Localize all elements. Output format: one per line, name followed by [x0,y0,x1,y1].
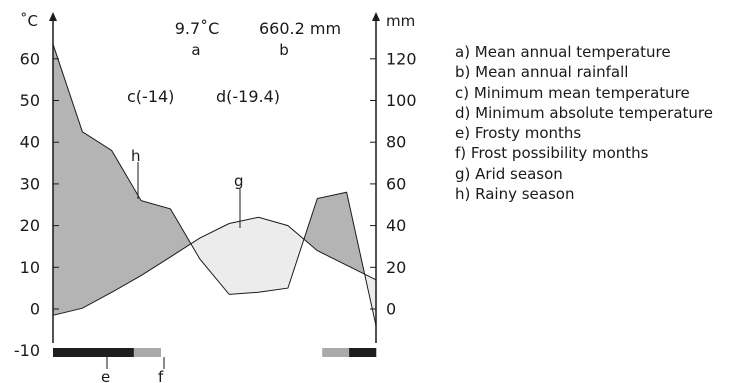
frost-bar-month [322,348,350,357]
right-tick-label: 60 [386,174,406,193]
annotation-e: e [101,368,110,383]
legend-item-e: e) Frosty months [455,124,582,143]
right-axis-ticks: 120 100 80 60 40 20 0 [370,49,417,319]
annotation-b-letter: b [279,41,289,59]
annotation-a-value: 9.7˚C [175,19,220,38]
legend-item-d: d) Minimum absolute temperature [455,103,713,122]
legend-item-f: f) Frost possibility months [455,144,649,163]
left-axis-unit: ˚C [20,12,38,30]
left-tick-label: 50 [20,91,40,110]
legend: a) Mean annual temperature b) Mean annua… [455,42,713,204]
legend-item-b: b) Mean annual rainfall [455,63,629,82]
legend-item-c: c) Minimum mean temperature [455,83,690,102]
left-axis-ticks: 60 50 40 30 20 10 0 -10 [14,49,59,360]
arid-season-area [190,217,304,295]
right-tick-label: 100 [386,91,417,110]
legend-item-g: g) Arid season [455,164,563,183]
right-tick-label: 120 [386,49,417,68]
legend-item-a: a) Mean annual temperature [455,43,671,61]
left-axis-arrow [49,12,57,21]
left-tick-label: -10 [14,341,40,360]
frost-bar-month [53,348,81,357]
temperature-line [52,216,377,316]
annotation-f: f [158,368,164,383]
annotation-b-value: 660.2 mm [259,19,341,38]
frost-bar-month [106,348,134,357]
rainy-season-area [303,192,365,275]
rainy-season-area [53,44,191,316]
frost-bar-month [349,348,377,357]
annotation-a-letter: a [191,41,200,59]
annotation-d: d(-19.4) [216,87,280,106]
annotation-g: g [234,172,244,190]
right-axis-unit: mm [386,12,415,30]
frost-bar-month [133,348,161,357]
frost-bar [53,348,377,357]
precipitation-line [52,44,377,326]
left-tick-label: 30 [20,174,40,193]
annotation-h: h [131,147,141,165]
right-tick-label: 40 [386,216,406,235]
left-tick-label: 20 [20,216,40,235]
frost-bar-month [79,348,108,357]
left-tick-label: 60 [20,49,40,68]
legend-item-h: h) Rainy season [455,185,575,204]
left-tick-label: 40 [20,133,40,152]
right-tick-label: 0 [386,300,396,319]
right-tick-label: 20 [386,258,406,277]
right-tick-label: 80 [386,133,406,152]
annotation-c: c(-14) [127,87,174,106]
left-tick-label: 0 [30,300,40,319]
right-axis-arrow [372,12,380,21]
left-tick-label: 10 [20,258,40,277]
